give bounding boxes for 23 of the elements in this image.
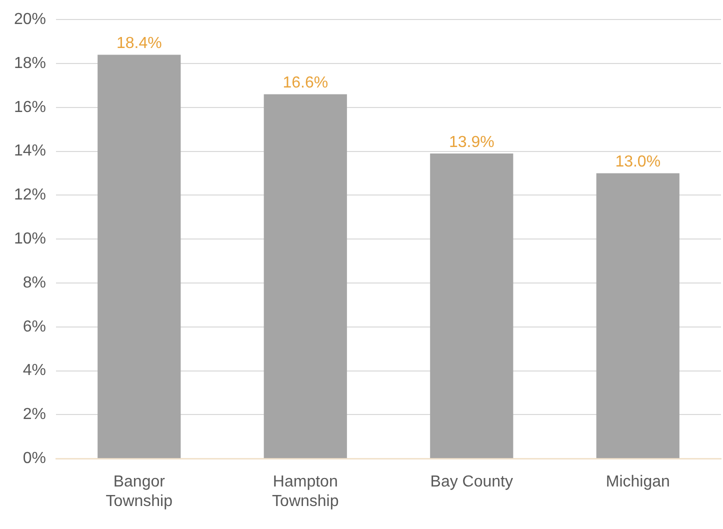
y-tick-label: 10% [14, 230, 46, 248]
bar [98, 54, 181, 458]
y-tick-label: 14% [14, 142, 46, 160]
y-tick-label: 18% [14, 54, 46, 72]
data-label: 18.4% [116, 35, 162, 52]
x-tick-label: Michigan [606, 474, 670, 491]
bar [430, 153, 514, 458]
x-tick-label: Hampton Township [272, 474, 339, 510]
data-label: 13.0% [615, 154, 661, 171]
data-label: 16.6% [282, 74, 328, 92]
y-tick-label: 12% [14, 186, 46, 204]
y-tick-label: 8% [22, 274, 46, 292]
y-tick-label: 20% [14, 11, 46, 28]
y-tick-label: 16% [14, 98, 46, 116]
x-tick-label: Bangor Township [106, 474, 173, 510]
bar [596, 173, 680, 458]
x-tick-label: Bay County [430, 474, 513, 491]
y-tick-label: 0% [22, 450, 46, 468]
y-tick-label: 4% [22, 362, 46, 380]
y-tick-label: 2% [22, 406, 46, 424]
y-tick-label: 6% [22, 318, 46, 336]
bar [264, 94, 347, 458]
data-label: 13.9% [448, 134, 494, 151]
